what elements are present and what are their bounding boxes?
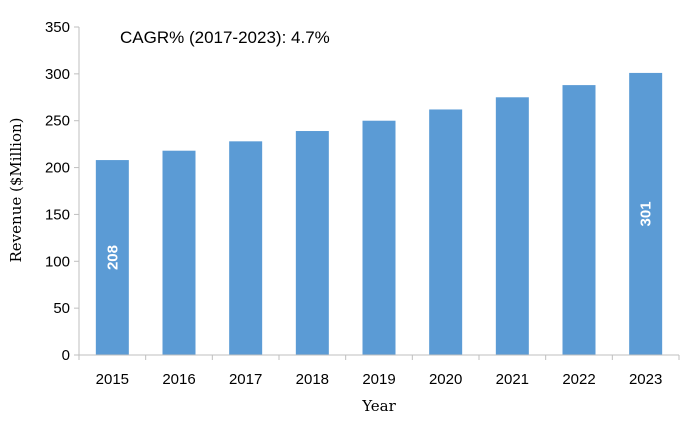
y-tick-label: 200 (45, 160, 70, 177)
y-axis-title: Revenue ($Million) (7, 118, 25, 263)
y-tick-label: 350 (45, 19, 70, 36)
x-tick-label: 2017 (229, 371, 262, 388)
y-tick-label: 100 (45, 253, 70, 270)
bar-2015 (95, 160, 129, 355)
bar-2018 (295, 131, 329, 355)
y-tick-label: 50 (53, 300, 70, 317)
bar-2023 (629, 72, 663, 356)
cagr-annotation: CAGR% (2017-2023): 4.7% (120, 28, 330, 47)
x-tick-label: 2022 (562, 371, 595, 388)
bar-2016 (162, 150, 196, 355)
y-tick-label: 250 (45, 113, 70, 130)
bar-2021 (495, 97, 529, 356)
x-tick-label: 2023 (629, 371, 662, 388)
data-labels: 208 301 (104, 201, 654, 270)
x-tick-label: 2019 (362, 371, 395, 388)
x-tick-label: 2020 (429, 371, 462, 388)
y-axis-ticks: 0 50 100 150 200 250 300 350 (45, 19, 79, 364)
x-tick-label: 2021 (496, 371, 529, 388)
bar-2019 (362, 120, 396, 355)
bar-2017 (229, 141, 263, 355)
x-tick-label: 2018 (296, 371, 329, 388)
x-tick-label: 2015 (96, 371, 129, 388)
bar-2020 (429, 109, 463, 356)
y-tick-label: 300 (45, 66, 70, 83)
y-tick-label: 0 (62, 347, 70, 364)
x-axis-ticks: 2015 2016 2017 2018 2019 2020 2021 2022 2023 (78, 355, 680, 388)
x-axis-title: Year (361, 397, 396, 415)
data-label-2023: 301 (638, 201, 655, 226)
y-tick-label: 150 (45, 206, 70, 223)
data-label-2015: 208 (104, 245, 121, 270)
bar-series (95, 72, 663, 356)
x-tick-label: 2016 (162, 371, 195, 388)
bar-2022 (562, 85, 596, 356)
